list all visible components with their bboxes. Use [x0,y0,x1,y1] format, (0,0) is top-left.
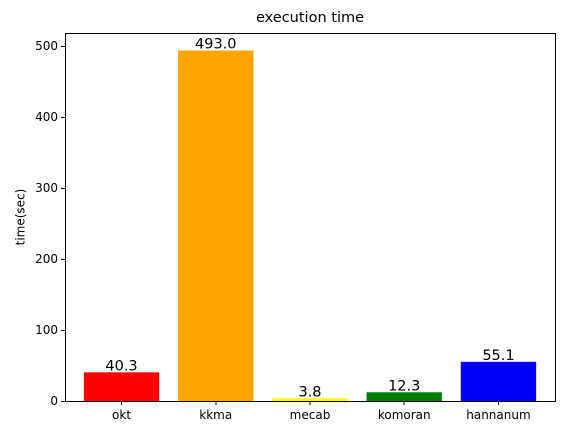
x-tick-label-komoran: komoran [378,408,431,422]
y-tick-label-400: 400 [35,110,58,124]
plot-frame [66,34,556,402]
y-tick-label-100: 100 [35,323,58,337]
bars-group [84,51,536,401]
y-tick-label-500: 500 [35,39,58,53]
x-tick-label-hannanum: hannanum [466,408,530,422]
data-label-hannanum: 55.1 [482,348,514,364]
y-axis: 0 100 200 300 400 500 [35,39,65,408]
data-label-okt: 40.3 [105,358,137,374]
data-label-kkma: 493.0 [195,37,237,53]
y-axis-label: time(sec) [14,189,28,246]
data-label-komoran: 12.3 [388,378,420,394]
x-tick-label-mecab: mecab [290,408,331,422]
bar-hannanum [461,362,536,401]
x-axis: okt kkma mecab komoran hannanum [112,401,531,422]
y-tick-label-200: 200 [35,252,58,266]
x-tick-label-okt: okt [112,408,131,422]
x-tick-label-kkma: kkma [199,408,232,422]
bar-kkma [178,51,253,401]
data-label-mecab: 3.8 [298,384,321,400]
y-tick-label-0: 0 [50,394,58,408]
data-labels-group: 40.3 493.0 3.8 12.3 55.1 [105,37,514,401]
chart-title: execution time [256,10,364,26]
bar-okt [84,372,159,401]
y-tick-label-300: 300 [35,181,58,195]
